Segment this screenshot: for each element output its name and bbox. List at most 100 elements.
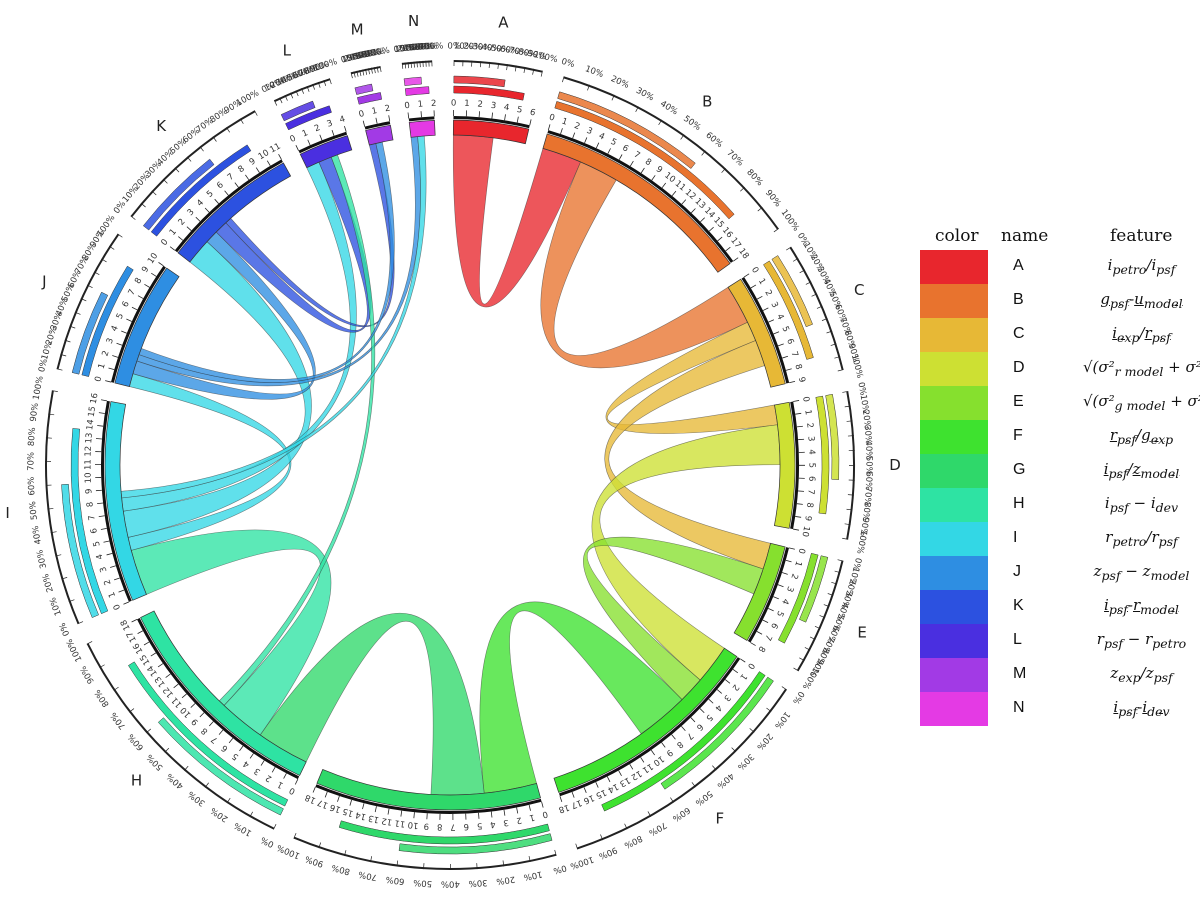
segment-tick — [224, 190, 229, 196]
segment-count-label: 0 — [288, 785, 297, 796]
outer-percent-label: 50% — [490, 43, 510, 55]
outer-bar-g — [338, 820, 550, 845]
outer-tick — [273, 823, 277, 830]
segment-tick — [796, 425, 803, 428]
outer-tick — [842, 537, 849, 540]
segment-count-label: 3 — [721, 692, 732, 703]
segment-band-i — [104, 401, 147, 601]
segment-tick — [266, 160, 271, 167]
segment-count-label: 9 — [423, 821, 429, 831]
segment-tick — [571, 791, 575, 798]
outer-tick — [329, 78, 332, 85]
outer-percent-label: 0% — [447, 41, 461, 51]
segment-tick — [478, 111, 481, 118]
outer-percent-label: 80% — [27, 427, 38, 447]
segment-count-label: 2 — [264, 772, 274, 783]
outer-tick — [562, 76, 565, 83]
segment-count-label: 11 — [640, 761, 655, 775]
segment-tick — [255, 167, 260, 173]
outer-tick — [575, 843, 578, 850]
outer-tick — [130, 215, 136, 220]
segment-tick — [195, 216, 201, 222]
outer-bar-secondary-f — [660, 676, 774, 790]
segment-tick — [337, 795, 340, 802]
outer-bar-m — [357, 92, 383, 105]
legend-swatch — [920, 420, 988, 454]
outer-bar-d — [815, 395, 830, 515]
legend-name: E — [1013, 393, 1024, 410]
outer-tick — [293, 832, 297, 839]
outer-percent-label: 10% — [340, 51, 361, 65]
outer-percent-label: 80% — [517, 47, 537, 60]
segment-tick — [249, 753, 254, 759]
legend-swatch — [920, 488, 988, 522]
outer-percent-label: 100% — [569, 854, 595, 871]
segment-count-label: 5 — [774, 609, 785, 618]
segment-count-label: 1 — [107, 590, 118, 599]
segment-label-k: K — [156, 117, 167, 135]
outer-bar-secondary-j — [71, 291, 109, 375]
segment-band-f — [553, 647, 738, 793]
segment-count-label: 6 — [529, 108, 537, 119]
segment-tick — [650, 749, 656, 756]
segment-tick — [131, 306, 138, 311]
outer-percent-label: 50% — [352, 49, 373, 63]
segment-count-label: 16 — [89, 392, 101, 404]
segment-tick — [717, 236, 723, 242]
outer-percent-label: 90% — [846, 343, 861, 364]
legend-swatch — [920, 250, 988, 284]
outer-ring-d — [846, 391, 856, 540]
segment-tick — [112, 355, 119, 358]
segment-count-label: 9 — [802, 515, 813, 522]
outer-percent-label: 40% — [349, 49, 370, 63]
segment-count-label: 5 — [609, 137, 618, 148]
outer-percent-label: 60% — [863, 471, 874, 490]
segment-count-label: 2 — [515, 814, 522, 825]
segment-tick — [278, 153, 282, 160]
segment-rim-a — [453, 116, 530, 129]
segment-tick — [541, 801, 544, 808]
segment-tick — [312, 786, 316, 793]
outer-percent-label: 60% — [126, 731, 146, 752]
outer-bar-secondary-n — [403, 76, 422, 86]
chord-link-k-l — [215, 156, 372, 333]
outer-bar-b — [554, 101, 735, 220]
segment-count-label: 3 — [105, 337, 116, 346]
segment-count-label: 7 — [87, 514, 98, 521]
segment-tick — [681, 199, 687, 205]
outer-percent-label: 20% — [754, 731, 774, 752]
segment-band-d — [773, 401, 796, 529]
segment-tick — [295, 145, 299, 151]
segment-tick — [260, 760, 265, 766]
legend-feature: rpsf − rpetro — [1096, 630, 1187, 651]
segment-tick — [606, 776, 611, 783]
segment-count-label: 7 — [684, 730, 695, 741]
outer-percent-label: 60% — [671, 804, 692, 823]
segment-band-l — [299, 135, 353, 169]
segment-tick — [344, 125, 347, 132]
segment-count-label: 6 — [784, 337, 795, 346]
outer-percent-label: 10% — [232, 820, 253, 838]
outer-percent-label: 0% — [552, 862, 568, 875]
segment-tick — [413, 812, 415, 819]
segment-count-label: 8 — [804, 502, 815, 508]
segment-tick — [190, 703, 196, 708]
legend-feature: ipetro/ipsf — [1107, 256, 1176, 277]
segment-tick — [785, 559, 792, 563]
segment-tick — [671, 190, 677, 197]
segment-tick — [671, 734, 676, 740]
segment-band-m — [365, 124, 394, 146]
outer-percent-label: 10% — [40, 340, 55, 361]
segment-tick — [375, 117, 378, 124]
segment-count-label: 15 — [87, 406, 98, 418]
segment-band-b — [542, 133, 731, 273]
segment-count-label: 16 — [582, 792, 596, 805]
outer-percent-label: 40% — [441, 878, 460, 888]
segment-tick — [572, 132, 576, 139]
segment-count-label: 7 — [450, 821, 456, 831]
outer-percent-label: 100% — [419, 41, 444, 52]
segment-tick — [245, 174, 250, 181]
segment-count-label: 5 — [115, 312, 126, 321]
